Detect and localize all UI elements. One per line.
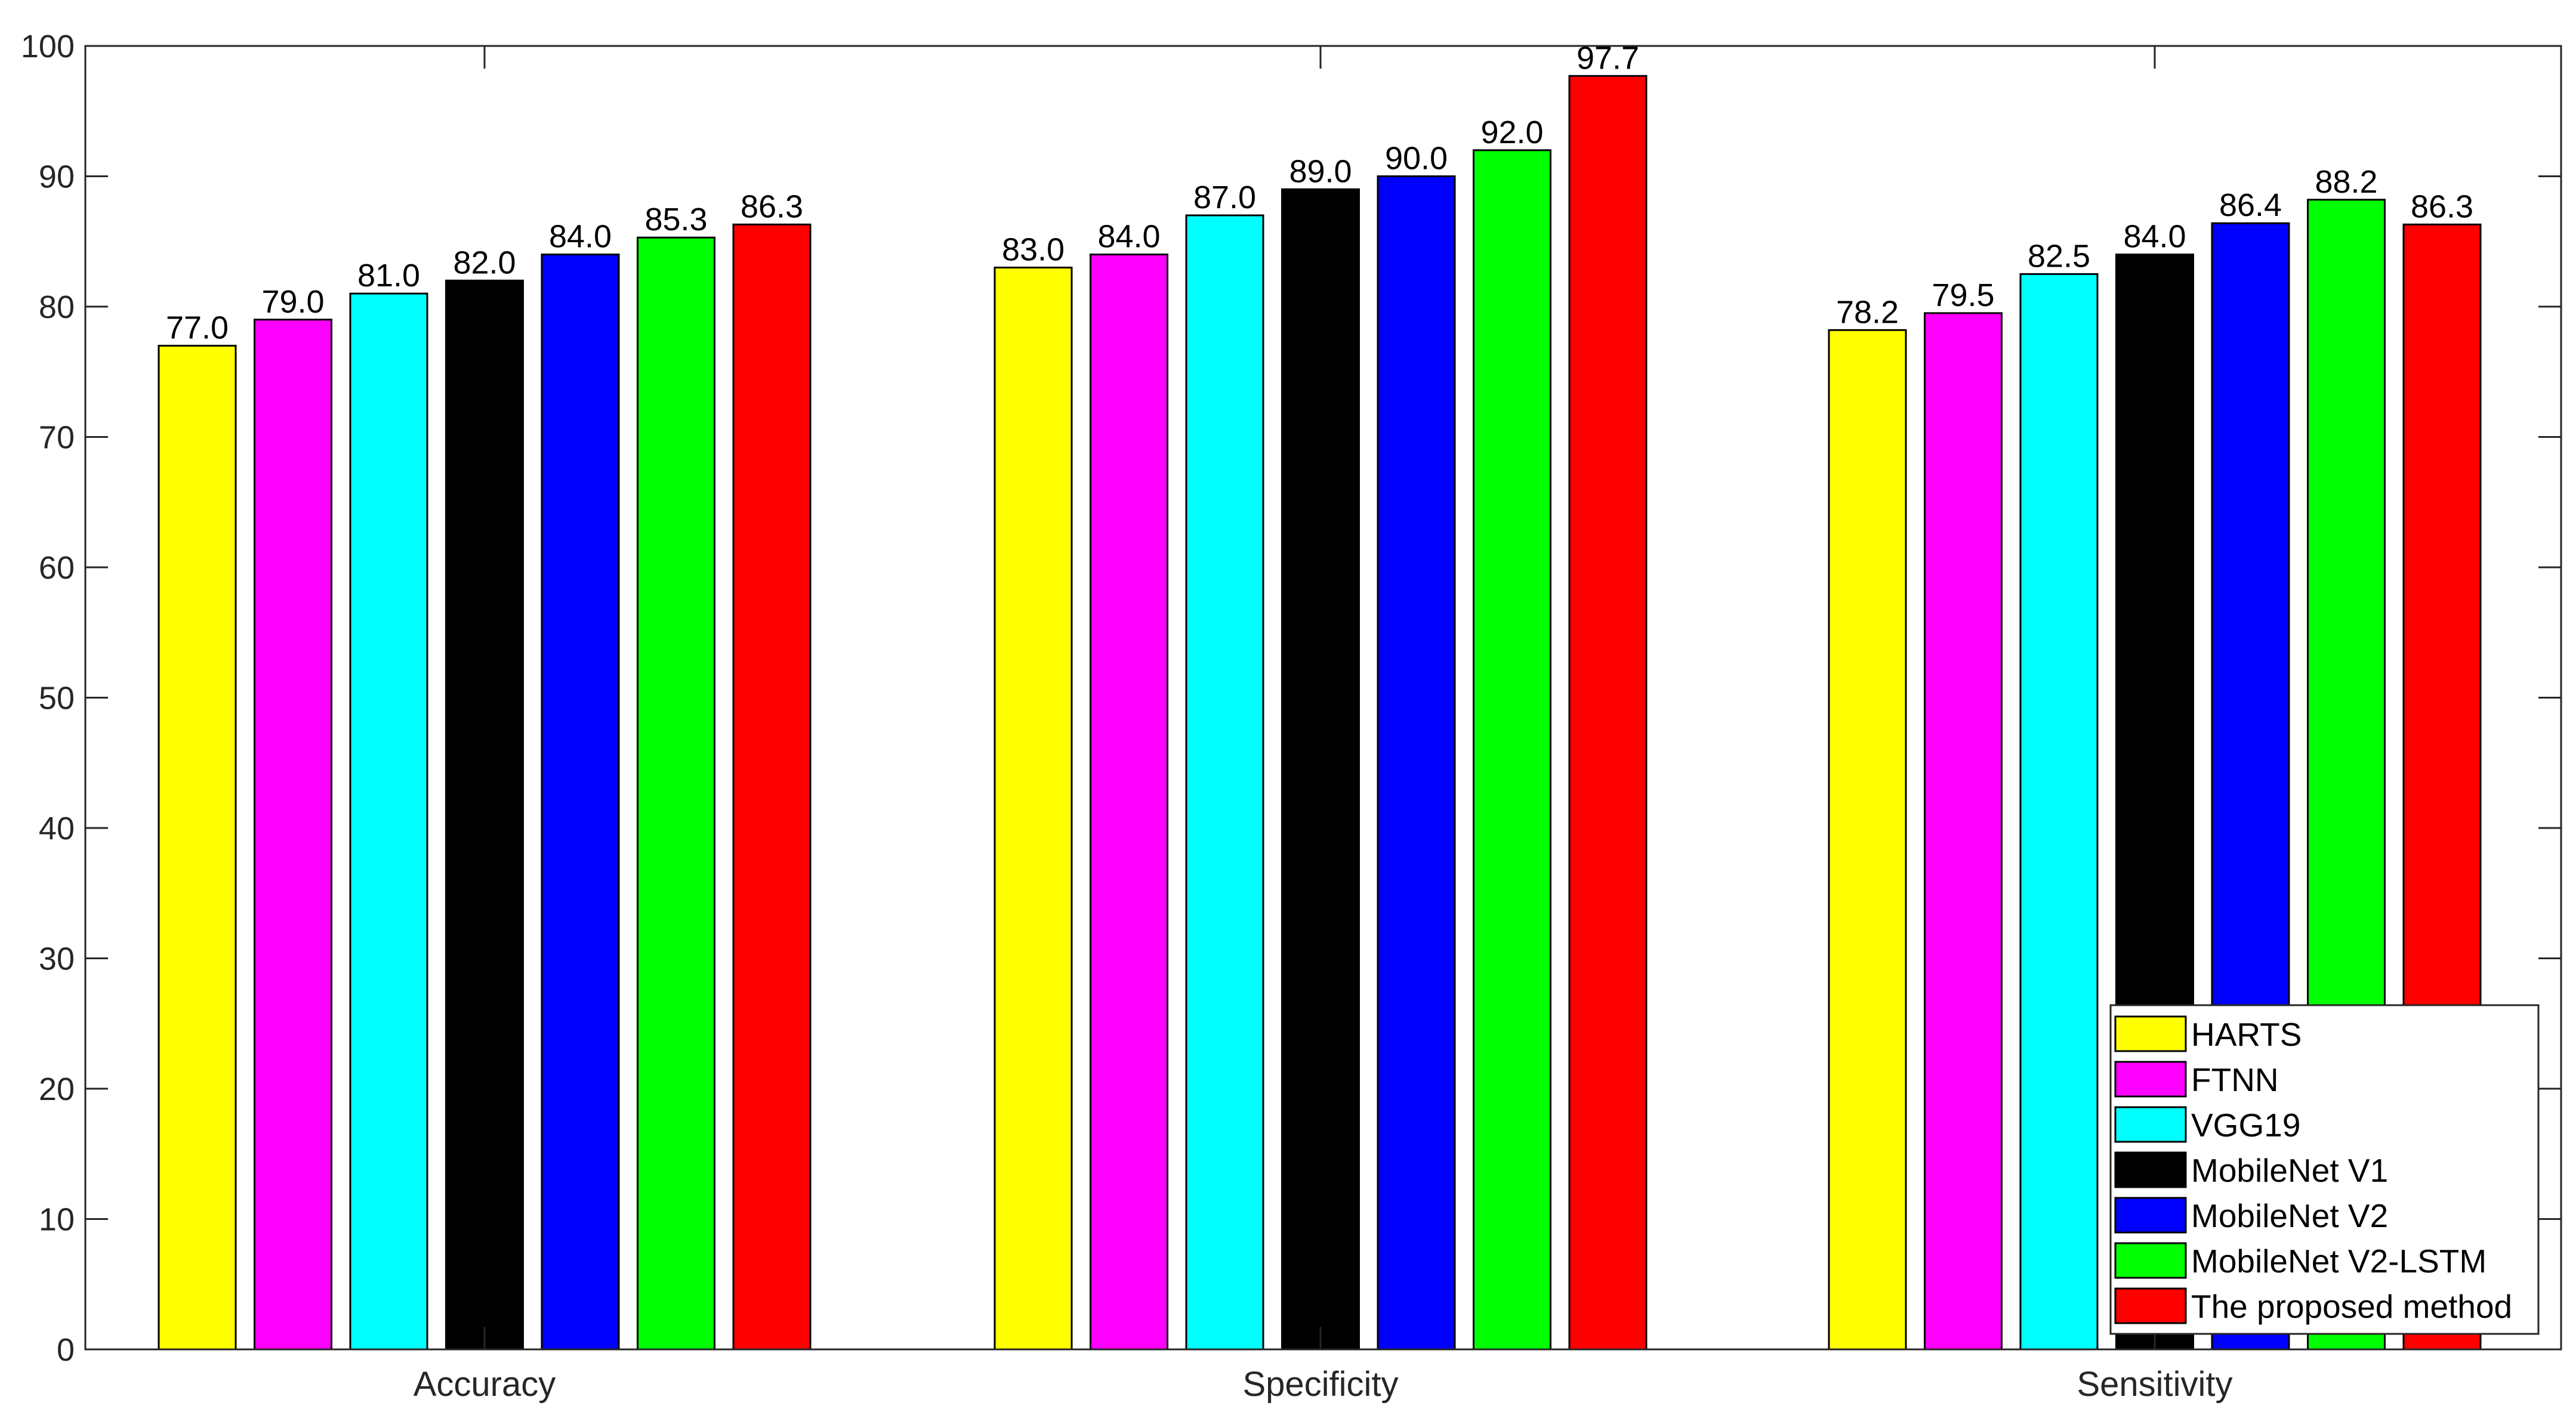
bar	[349, 292, 428, 1351]
data-label: 89.0	[1289, 153, 1352, 189]
bar	[1924, 312, 2003, 1351]
data-label: 86.3	[741, 189, 803, 224]
bar	[1377, 175, 1456, 1351]
legend-entry-label: FTNN	[2191, 1061, 2279, 1098]
bar	[254, 319, 332, 1351]
data-label: 88.2	[2315, 164, 2377, 200]
data-label: 92.0	[1480, 115, 1543, 150]
bar	[1090, 254, 1168, 1351]
data-label: 78.2	[1836, 294, 1899, 330]
y-tick-label: 10	[39, 1202, 75, 1238]
legend-entry-label: The proposed method	[2191, 1288, 2512, 1325]
data-label: 84.0	[549, 219, 612, 255]
data-label: 97.7	[1577, 40, 1639, 76]
y-tick-label: 20	[39, 1071, 75, 1107]
data-label: 86.3	[2411, 189, 2473, 224]
data-label: 84.0	[2123, 219, 2186, 255]
legend-swatch	[2114, 1015, 2187, 1052]
x-tick-label: Sensitivity	[2077, 1365, 2232, 1404]
y-tick-label: 90	[39, 159, 75, 195]
bar	[637, 236, 715, 1351]
data-label: 79.0	[261, 284, 324, 320]
data-label: 82.5	[2028, 238, 2090, 274]
bar	[1473, 149, 1551, 1351]
y-tick-label: 50	[39, 681, 75, 716]
y-tick-label: 80	[39, 289, 75, 325]
data-label: 83.0	[1002, 232, 1065, 268]
legend-swatch	[2114, 1061, 2187, 1098]
legend-entry-label: MobileNet V1	[2191, 1152, 2388, 1189]
data-labels-layer: 77.0 79.0 81.0 82.0 84.0 85.3 86.3 83.0 84.0 87.0…	[166, 40, 2473, 345]
bar	[1568, 75, 1648, 1351]
legend-swatch	[2114, 1287, 2187, 1324]
bar	[2019, 273, 2099, 1351]
y-tick-label: 30	[39, 941, 75, 977]
data-label: 79.5	[1932, 277, 1994, 313]
legend-swatch	[2114, 1197, 2187, 1234]
y-tick-label: 0	[57, 1332, 75, 1368]
legend-swatch	[2114, 1106, 2187, 1143]
y-tick-label: 40	[39, 811, 75, 846]
x-tick-label: Accuracy	[414, 1365, 556, 1404]
y-tick-label: 100	[21, 29, 75, 64]
data-label: 81.0	[357, 258, 420, 293]
legend-swatch	[2114, 1151, 2187, 1188]
axes-layer: 0 10 20 30 40 50 60 70 80 90 100 Accuracy Specificit…	[21, 29, 2562, 1404]
data-label: 85.3	[644, 202, 707, 237]
data-label: 87.0	[1193, 180, 1256, 215]
legend-entry-label: VGG19	[2191, 1107, 2300, 1144]
data-label: 90.0	[1385, 141, 1448, 177]
bar	[732, 223, 812, 1351]
data-label: 84.0	[1097, 219, 1160, 255]
data-label: 82.0	[453, 245, 516, 280]
bar	[1828, 329, 1907, 1351]
legend-entry-label: MobileNet V2-LSTM	[2191, 1243, 2486, 1280]
legend-entry-label: HARTS	[2191, 1016, 2302, 1053]
legend: HARTS FTNN VGG19 MobileNet V1 MobileNet V2 Mo…	[2109, 1004, 2540, 1335]
legend-swatch	[2114, 1242, 2187, 1279]
bar	[445, 279, 524, 1351]
bar	[1281, 188, 1360, 1351]
bar	[994, 267, 1073, 1351]
data-label: 86.4	[2219, 187, 2282, 223]
bar	[1185, 214, 1264, 1351]
y-tick-label: 60	[39, 550, 75, 586]
bar	[158, 345, 237, 1351]
x-tick-label: Specificity	[1242, 1365, 1398, 1404]
data-label: 77.0	[166, 310, 229, 346]
bar	[541, 254, 620, 1351]
legend-entry-label: MobileNet V2	[2191, 1197, 2388, 1234]
y-tick-label: 70	[39, 420, 75, 456]
